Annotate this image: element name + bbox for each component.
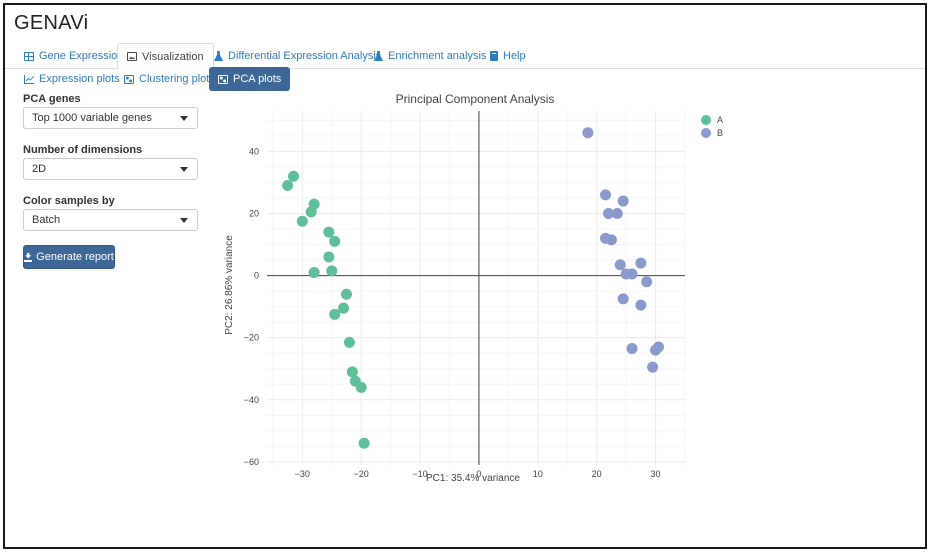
data-point-b xyxy=(617,293,629,305)
data-point-a xyxy=(355,381,367,393)
subtab-expression-plots[interactable]: Expression plots xyxy=(15,67,129,91)
data-point-a xyxy=(326,265,338,277)
data-point-b xyxy=(611,207,623,219)
legend-marker-b xyxy=(701,128,711,138)
table-icon xyxy=(24,51,34,61)
data-point-b xyxy=(641,276,653,288)
data-point-b xyxy=(647,361,659,373)
caret-down-icon xyxy=(180,116,188,121)
data-point-b xyxy=(626,268,638,280)
data-point-a xyxy=(346,366,358,378)
tab-label: Enrichment analysis xyxy=(388,50,487,62)
data-point-a xyxy=(343,336,355,348)
x-tick-label: −10 xyxy=(412,469,427,479)
pca-chart: Principal Component Analysis −30 −20 −10 0 1… xyxy=(224,92,723,484)
x-tick-label: 30 xyxy=(651,469,661,479)
y-tick-label: −60 xyxy=(244,457,259,467)
subtab-label: Expression plots xyxy=(39,73,120,85)
data-point-b xyxy=(602,207,614,219)
tab-differential-expression[interactable]: Differential Expression Analysis xyxy=(205,43,390,69)
data-point-b xyxy=(605,234,617,246)
subtab-pca-plots[interactable]: PCA plots xyxy=(209,67,291,91)
tab-gene-expression[interactable]: Gene Expression xyxy=(15,43,132,69)
x-axis-label: PC1: 35.4% variance xyxy=(426,473,520,484)
data-point-a xyxy=(282,180,294,192)
data-point-b xyxy=(617,195,629,207)
download-icon xyxy=(24,253,33,262)
book-icon xyxy=(490,51,498,61)
y-tick-label: 20 xyxy=(249,208,259,218)
subtab-clustering-plots[interactable]: Clustering plots xyxy=(115,67,224,91)
data-point-b xyxy=(635,257,647,269)
cluster-icon xyxy=(218,74,228,84)
subtab-label: Clustering plots xyxy=(139,73,215,85)
data-point-b xyxy=(614,259,626,271)
dimensions-select[interactable]: 2D xyxy=(23,158,198,180)
pca-genes-label: PCA genes xyxy=(23,93,81,105)
tab-enrichment-analysis[interactable]: Enrichment analysis xyxy=(365,43,495,69)
y-tick-label: 40 xyxy=(249,146,259,156)
generate-report-button[interactable]: Generate report xyxy=(23,245,115,269)
data-point-a xyxy=(296,215,308,227)
color-by-label: Color samples by xyxy=(23,195,115,207)
tab-label: Visualization xyxy=(142,50,204,63)
chart-title: Principal Component Analysis xyxy=(396,92,555,106)
chart-grid xyxy=(267,111,686,465)
tab-label: Gene Expression xyxy=(39,50,124,62)
color-by-select[interactable]: Batch xyxy=(23,209,198,231)
tab-label: Help xyxy=(503,50,526,62)
data-point-a xyxy=(308,266,320,278)
caret-down-icon xyxy=(180,167,188,172)
data-point-a xyxy=(329,235,341,247)
data-point-a xyxy=(338,302,350,314)
data-point-a xyxy=(358,437,370,449)
data-point-a xyxy=(329,308,341,320)
y-tick-label: −40 xyxy=(244,395,259,405)
legend-label-b: B xyxy=(717,128,723,138)
pca-genes-value: Top 1000 variable genes xyxy=(32,112,152,124)
data-point-b xyxy=(600,189,612,201)
tab-label: Differential Expression Analysis xyxy=(228,50,382,62)
generate-report-label: Generate report xyxy=(36,251,114,263)
x-tick-label: −20 xyxy=(354,469,369,479)
data-point-a xyxy=(323,226,335,238)
y-axis-label: PC2: 26.86% variance xyxy=(224,235,235,335)
data-point-a xyxy=(340,288,352,300)
data-point-a xyxy=(305,206,317,218)
color-by-value: Batch xyxy=(32,214,61,226)
subtab-label: PCA plots xyxy=(233,73,282,85)
data-point-b xyxy=(635,299,647,311)
app-window: GENAVi Gene Expression Visualization Dif… xyxy=(3,3,927,549)
y-tick-label: −20 xyxy=(244,333,259,343)
data-point-a xyxy=(323,251,335,263)
data-point-b xyxy=(582,127,594,139)
data-point-b xyxy=(650,344,662,356)
line-chart-icon xyxy=(24,74,34,84)
dimensions-value: 2D xyxy=(32,163,47,175)
caret-down-icon xyxy=(180,218,188,223)
chart-points xyxy=(282,127,665,449)
tab-visualization[interactable]: Visualization xyxy=(117,43,214,70)
data-point-b xyxy=(626,343,638,355)
x-tick-label: 10 xyxy=(533,469,543,479)
dimensions-label: Number of dimensions xyxy=(23,144,143,156)
data-point-a xyxy=(287,170,299,182)
chart-ticks: −30 −20 −10 0 10 20 30 −60 −40 −20 0 20 40 xyxy=(244,146,661,479)
x-tick-label: −30 xyxy=(295,469,310,479)
chart-axes xyxy=(267,111,685,465)
cluster-icon xyxy=(124,74,134,84)
flask-icon xyxy=(214,51,223,61)
legend-label-a: A xyxy=(717,115,723,125)
flask-icon xyxy=(374,51,383,61)
image-icon xyxy=(127,52,137,61)
chart-legend: AB xyxy=(701,115,723,138)
x-tick-label: 20 xyxy=(592,469,602,479)
main-tab-bar: Gene Expression Visualization Differenti… xyxy=(5,43,925,70)
x-tick-label: 0 xyxy=(476,469,481,479)
legend-marker-a xyxy=(701,115,711,125)
pca-genes-select[interactable]: Top 1000 variable genes xyxy=(23,107,198,129)
app-title: GENAVi xyxy=(14,12,89,34)
y-tick-label: 0 xyxy=(254,271,259,281)
tab-help[interactable]: Help xyxy=(481,43,535,69)
